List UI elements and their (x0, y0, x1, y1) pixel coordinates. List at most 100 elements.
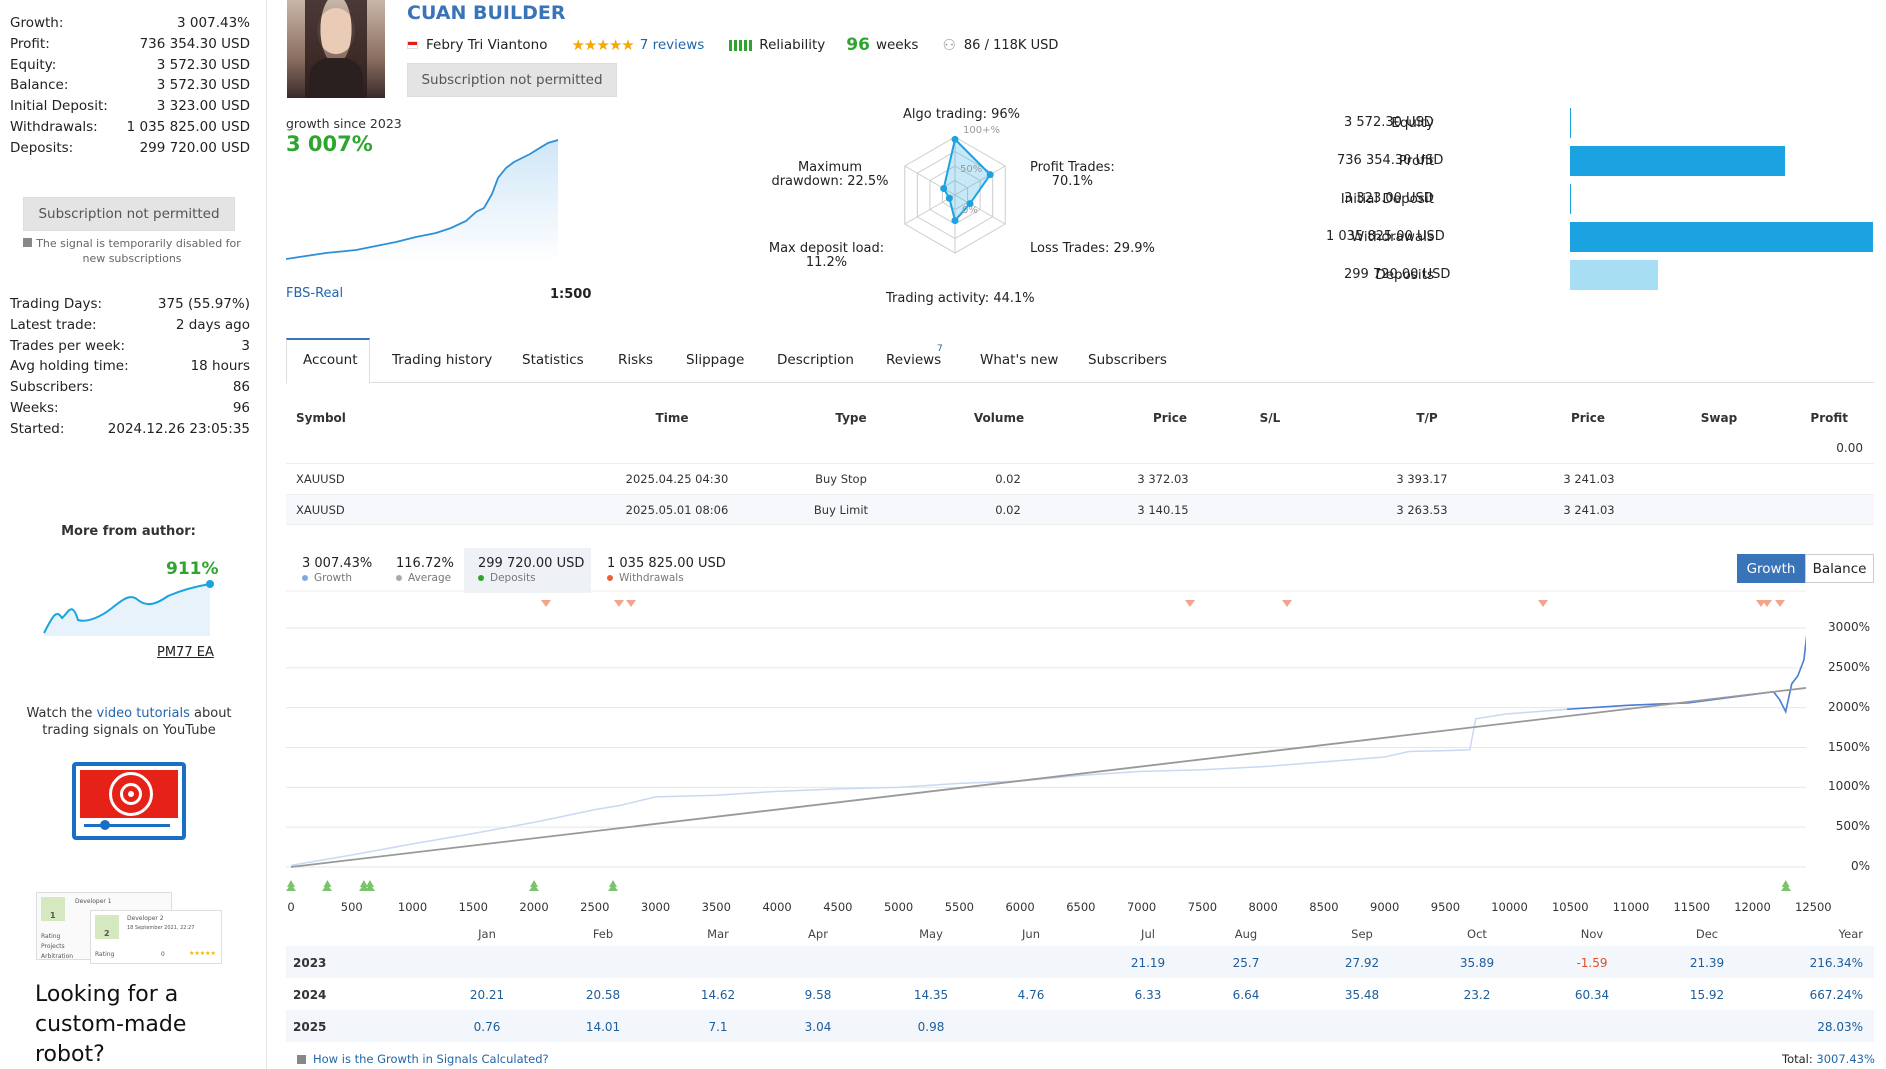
author-growth-value: 911% (166, 559, 219, 579)
tab-reviews[interactable]: Reviews (886, 352, 942, 368)
column-header[interactable]: Volume (973, 411, 1025, 425)
stat-row: Subscribers: 86 (10, 378, 250, 403)
stat-row: Equity: 3 572.30 USD (10, 56, 250, 81)
legend-value[interactable]: 3 007.43% (302, 556, 373, 571)
bar-label: Withdrawals (1350, 229, 1434, 245)
tab-what-s-new[interactable]: What's new (980, 352, 1059, 368)
month-value: 14.35 (913, 988, 949, 1002)
bar-label: Initial Deposit (1340, 191, 1434, 207)
tab-description[interactable]: Description (777, 352, 854, 368)
column-header[interactable]: Profit (1810, 411, 1848, 425)
column-header[interactable]: Symbol (296, 411, 346, 425)
month-value: 14.01 (585, 1020, 621, 1034)
subscribe-button-header[interactable]: Subscription not permitted (407, 63, 617, 97)
stat-label: Growth: (10, 15, 64, 31)
video-tutorials-link[interactable]: video tutorials (96, 706, 190, 721)
month-header: Oct (1467, 927, 1487, 941)
bar-fill (1570, 222, 1873, 252)
stat-row: Balance: 3 572.30 USD (10, 76, 250, 101)
column-header[interactable]: Price (1570, 411, 1606, 425)
stat-label: Trades per week: (10, 337, 126, 354)
y-tick-label: 1500% (1828, 739, 1870, 754)
x-tick-label: 10500 (1551, 900, 1589, 914)
balance-toggle-button[interactable]: Balance (1805, 554, 1874, 583)
signal-title[interactable]: CUAN BUILDER (407, 2, 566, 24)
stat-row: Trades per week: 3 (10, 337, 250, 362)
month-value: 14.62 (700, 988, 736, 1002)
reviews-count-badge: 7 (937, 344, 943, 354)
tabs-bar (286, 337, 1874, 383)
stat-value: 3 323.00 USD (156, 98, 250, 115)
order-row[interactable] (286, 494, 1874, 525)
youtube-player-icon[interactable] (72, 762, 186, 840)
x-tick-label: 9500 (1430, 900, 1461, 914)
bar-value: 3 323.00 USD (1344, 191, 1434, 206)
column-header[interactable]: T/P (1416, 411, 1438, 425)
tab-risks[interactable]: Risks (618, 352, 654, 368)
stat-value: 96 (232, 400, 250, 416)
bar-value: 3 572.30 USD (1344, 115, 1434, 130)
column-header[interactable]: S/L (1259, 411, 1281, 425)
radar-label-drawdown: Maximum drawdown: 22.5% (771, 160, 889, 189)
month-value: 4.76 (1017, 988, 1045, 1002)
year-total: 216.34% (1809, 956, 1863, 970)
y-tick-label: 0% (1850, 859, 1870, 873)
legend-value[interactable]: 1 035 825.00 USD (607, 556, 726, 571)
month-value: 15.92 (1689, 988, 1725, 1002)
x-tick-label: 11500 (1673, 900, 1711, 914)
reviews-link[interactable]: 7 reviews (639, 37, 705, 53)
x-tick-label: 2500 (580, 900, 610, 914)
radar-label-profit-trades: Profit Trades: 70.1% (1030, 160, 1115, 189)
radar-label-loss-trades: Loss Trades: 29.9% (1030, 241, 1155, 256)
order-cell-type: Buy Limit (813, 503, 869, 517)
tab-subscribers[interactable]: Subscribers (1088, 352, 1167, 368)
month-header: Feb (592, 927, 614, 941)
legend-value[interactable]: 116.72% (396, 556, 454, 571)
month-value: 3.04 (804, 1020, 832, 1034)
tab-statistics[interactable]: Statistics (522, 352, 584, 368)
legend-value[interactable]: 299 720.00 USD (478, 556, 585, 571)
legend-item: Average (396, 572, 451, 584)
stat-row: Trading Days: 375 (55.97%) (10, 295, 250, 320)
growth-series-recent-line (1566, 634, 1806, 715)
column-header[interactable]: Type (835, 411, 867, 425)
month-value: 6.33 (1134, 988, 1162, 1002)
legend-item: Growth (302, 572, 352, 584)
month-header: Jan (478, 927, 496, 941)
how-calc-link[interactable]: How is the Growth in Signals Calculated? (297, 1052, 549, 1066)
stat-row: Profit: 736 354.30 USD (10, 35, 250, 60)
custom-robot-link[interactable]: Looking for a custom-made robot? (35, 982, 187, 1067)
info-icon (23, 238, 33, 247)
tab-account-active[interactable] (286, 338, 370, 384)
subscribe-button-sidebar[interactable]: Subscription not permitted (23, 197, 235, 231)
column-header[interactable]: Swap (1700, 411, 1738, 425)
legend-label: Growth (314, 572, 353, 584)
stat-label: Deposits: (10, 139, 74, 156)
stat-value: 3 572.30 USD (156, 56, 250, 73)
tab-account[interactable]: Account (303, 352, 358, 368)
x-tick-label: 1000 (397, 900, 428, 914)
column-header[interactable]: Time (655, 411, 689, 425)
tab-slippage[interactable]: Slippage (686, 352, 745, 368)
withdrawal-marker (1774, 600, 1785, 607)
author-ea-link[interactable]: PM77 EA (157, 645, 214, 660)
radar-ring-100: 100+% (963, 125, 1000, 136)
growth-toggle-button[interactable]: Growth (1737, 554, 1805, 583)
author-name[interactable]: Febry Tri Viantono (426, 37, 548, 53)
y-tick-label: 1000% (1828, 779, 1870, 794)
reliability-bars-icon (729, 39, 753, 51)
growth-chart[interactable] (286, 590, 1806, 890)
legend-deposits-bg (464, 548, 591, 593)
column-header[interactable]: Price (1152, 411, 1188, 425)
bar-label: Profit (1398, 153, 1434, 169)
order-cell-type: Buy Stop (815, 472, 867, 486)
order-cell-symbol: XAUUSD (296, 503, 345, 517)
growth-mini-chart[interactable] (286, 138, 588, 262)
order-row[interactable] (286, 463, 1874, 494)
month-value: 21.19 (1130, 956, 1166, 970)
broker-link[interactable]: FBS-Real (286, 286, 344, 301)
radar-ring-0: 0% (962, 205, 978, 216)
withdrawal-marker (541, 600, 552, 607)
tab-trading-history[interactable]: Trading history (392, 352, 493, 368)
author-growth-chart[interactable] (42, 578, 217, 636)
